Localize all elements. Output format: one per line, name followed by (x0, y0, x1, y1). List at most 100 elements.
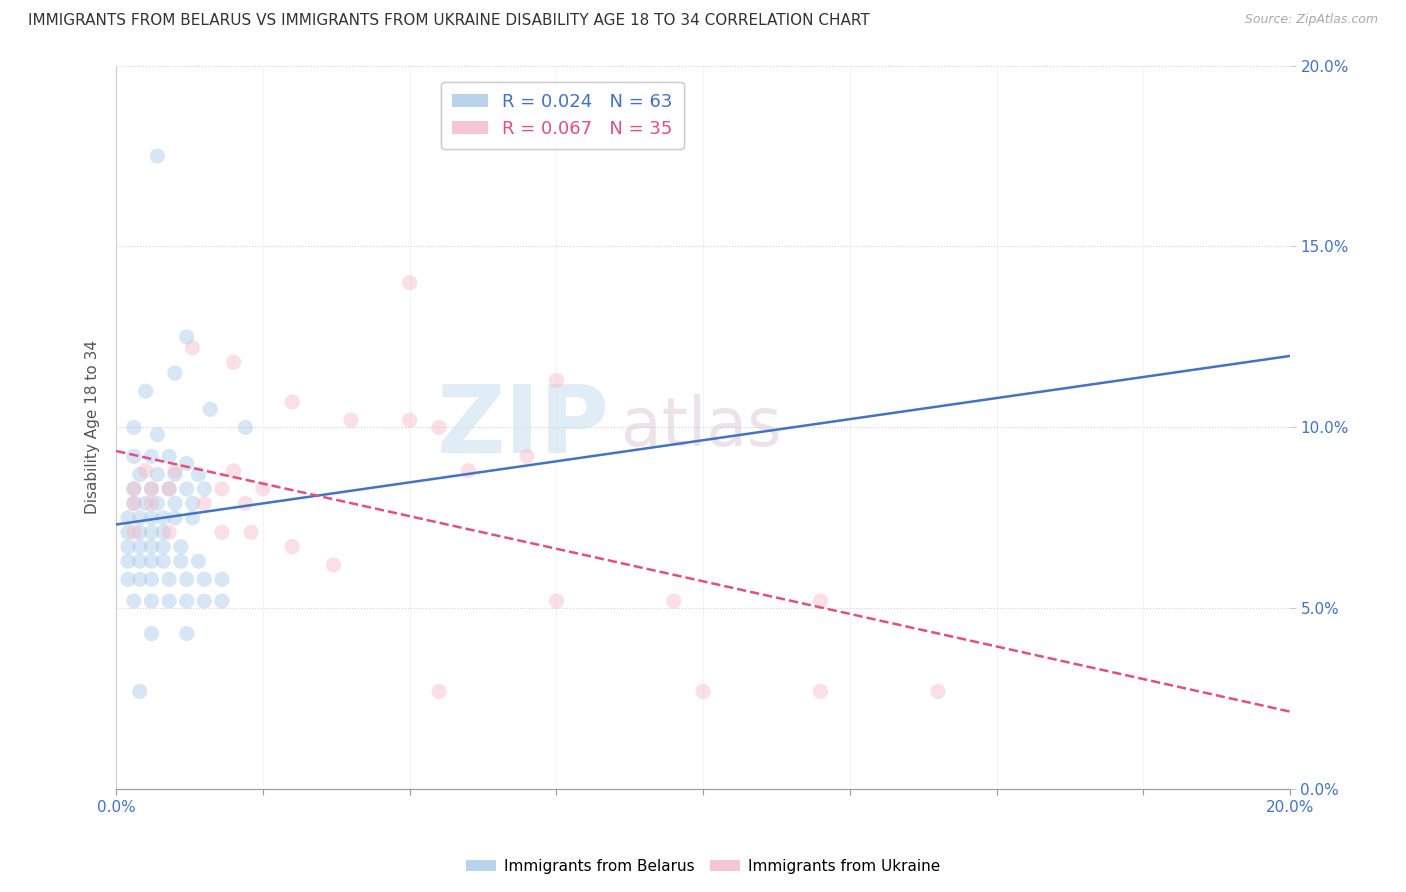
Point (152, 554, 174, 568)
Point (141, 511, 163, 525)
Point (235, 496, 257, 510)
Point (122, 525, 145, 540)
Point (193, 594, 215, 608)
Point (810, 684, 832, 698)
Point (122, 482, 145, 496)
Y-axis label: Disability Age 18 to 34: Disability Age 18 to 34 (86, 341, 100, 515)
Point (135, 464, 157, 478)
Point (193, 496, 215, 510)
Point (181, 341, 204, 355)
Point (516, 450, 538, 464)
Point (252, 482, 274, 496)
Point (692, 684, 714, 698)
Point (128, 525, 150, 540)
Point (146, 149, 169, 163)
Point (117, 540, 139, 554)
Point (427, 420, 450, 434)
Point (163, 496, 186, 510)
Point (141, 540, 163, 554)
Point (211, 525, 233, 540)
Point (157, 450, 180, 464)
Point (211, 594, 233, 608)
Text: atlas: atlas (621, 394, 782, 460)
Point (163, 464, 186, 478)
Point (157, 482, 180, 496)
Point (128, 511, 150, 525)
Point (810, 594, 832, 608)
Point (176, 482, 198, 496)
Point (181, 496, 204, 510)
Point (398, 413, 420, 427)
Point (141, 572, 163, 586)
Legend: R = 0.024   N = 63, R = 0.067   N = 35: R = 0.024 N = 63, R = 0.067 N = 35 (441, 82, 683, 149)
Point (170, 554, 193, 568)
Point (128, 684, 150, 698)
Text: Source: ZipAtlas.com: Source: ZipAtlas.com (1244, 13, 1378, 27)
Point (222, 464, 245, 478)
Point (117, 511, 139, 525)
Point (146, 427, 169, 442)
Point (128, 467, 150, 482)
Point (146, 496, 169, 510)
Point (927, 684, 949, 698)
Point (170, 540, 193, 554)
Point (122, 496, 145, 510)
Point (135, 384, 157, 399)
Text: IMMIGRANTS FROM BELARUS VS IMMIGRANTS FROM UKRAINE DISABILITY AGE 18 TO 34 CORRE: IMMIGRANTS FROM BELARUS VS IMMIGRANTS FR… (28, 13, 870, 29)
Point (235, 420, 257, 434)
Point (157, 525, 180, 540)
Point (281, 540, 304, 554)
Point (176, 626, 198, 640)
Point (141, 482, 163, 496)
Point (163, 467, 186, 482)
Point (146, 467, 169, 482)
Point (187, 554, 209, 568)
Point (122, 420, 145, 434)
Point (176, 572, 198, 586)
Legend: Immigrants from Belarus, Immigrants from Ukraine: Immigrants from Belarus, Immigrants from… (460, 853, 946, 880)
Point (141, 482, 163, 496)
Point (141, 496, 163, 510)
Point (157, 572, 180, 586)
Point (141, 525, 163, 540)
Point (546, 594, 568, 608)
Point (122, 482, 145, 496)
Point (117, 554, 139, 568)
Point (211, 482, 233, 496)
Point (398, 276, 420, 290)
Point (322, 558, 344, 572)
Point (128, 572, 150, 586)
Point (222, 355, 245, 369)
Point (187, 467, 209, 482)
Point (141, 626, 163, 640)
Point (152, 540, 174, 554)
Point (122, 496, 145, 510)
Point (152, 511, 174, 525)
Point (457, 464, 479, 478)
Point (176, 330, 198, 344)
Point (181, 511, 204, 525)
Point (157, 482, 180, 496)
Text: ZIP: ZIP (436, 382, 609, 474)
Point (141, 594, 163, 608)
Point (141, 450, 163, 464)
Point (427, 684, 450, 698)
Point (281, 395, 304, 409)
Point (546, 373, 568, 387)
Point (193, 482, 215, 496)
Point (198, 402, 221, 417)
Point (128, 554, 150, 568)
Point (176, 594, 198, 608)
Point (152, 525, 174, 540)
Point (340, 413, 363, 427)
Point (135, 496, 157, 510)
Point (141, 554, 163, 568)
Point (662, 594, 685, 608)
Point (117, 525, 139, 540)
Point (163, 511, 186, 525)
Point (128, 540, 150, 554)
Point (117, 572, 139, 586)
Point (157, 594, 180, 608)
Point (122, 594, 145, 608)
Point (193, 572, 215, 586)
